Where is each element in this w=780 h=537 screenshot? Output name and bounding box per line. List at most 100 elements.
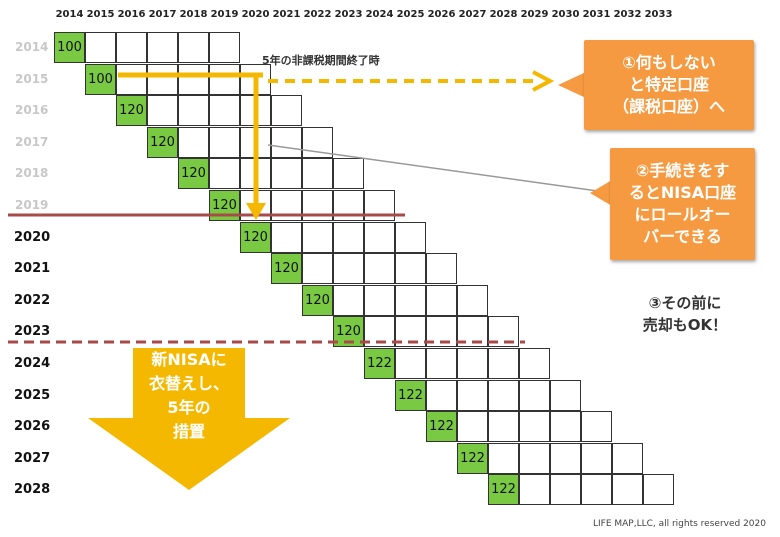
option2-line1: ②手続きをす [635,161,730,180]
holding-cell [612,474,643,506]
column-header: 2031 [582,9,611,20]
holding-cell [333,221,364,253]
column-header: 2017 [148,9,177,20]
holding-cell [426,253,457,285]
holding-cell [364,253,395,285]
investment-cell: 120 [147,126,178,158]
holding-cell [302,221,333,253]
holding-cell [426,379,457,411]
row-header: 2025 [14,387,51,403]
copyright-text: LIFE MAP,LLC, all rights reserved 2020 [592,519,766,529]
holding-cell [519,348,550,379]
column-header: 2020 [241,9,270,20]
option2-line2: るとNISA口座 [628,183,737,202]
holding-cell [209,32,240,63]
holding-cell [333,284,364,316]
row-header: 2015 [15,71,49,86]
row-header: 2022 [14,292,51,308]
option2-line4: バーできる [643,227,722,246]
column-header: 2015 [86,9,115,20]
holding-cell [178,32,209,63]
period-end-arrowhead [246,203,266,220]
holding-cell [457,379,488,411]
holding-cell [550,411,581,443]
investment-cell: 122 [488,474,519,506]
holding-cell [519,379,550,411]
holding-cell [147,95,178,127]
new-nisa-label: 新NISAに 衣替えし、 5年の 措置 [124,348,254,444]
holding-cell [333,253,364,285]
investment-cell: 120 [178,158,209,190]
holding-cell [333,158,364,190]
holding-cell [519,474,550,506]
callout1-pointer [558,72,586,98]
option3-note: ③その前に 売却もOK！ [620,292,750,336]
investment-cell: 120 [240,221,271,253]
holding-cell [271,158,302,190]
holding-cell [457,348,488,379]
column-header: 2016 [117,9,146,20]
investment-cell: 122 [364,348,395,379]
column-header: 2029 [520,9,549,20]
holding-cell [271,126,302,158]
investment-cell: 120 [302,284,333,316]
investment-cell: 122 [426,411,457,443]
holding-cell [426,284,457,316]
option2-connector-line [267,144,613,194]
column-header: 2026 [427,9,456,20]
investment-cell: 120 [271,253,302,285]
column-header: 2023 [334,9,363,20]
new-nisa-line1: 新NISAに [151,350,227,369]
holding-cell [581,474,612,506]
holding-cell [209,63,240,95]
column-header: 2025 [396,9,425,20]
holding-cell [488,442,519,474]
column-header: 2019 [210,9,239,20]
option2-callout: ②手続きをす るとNISA口座 にロールオー バーできる [610,148,755,260]
row-header: 2019 [15,198,49,212]
holding-cell [395,221,426,253]
holding-cell [550,474,581,506]
holding-cell [209,126,240,158]
holding-cell [550,379,581,411]
column-header: 2032 [613,9,642,20]
holding-cell [519,442,550,474]
column-header: 2030 [551,9,580,20]
investment-cell: 100 [54,32,85,63]
row-header: 2024 [14,356,51,371]
holding-cell [271,95,302,127]
row-header: 2020 [14,229,51,245]
holding-cell [457,411,488,443]
option1-line1: ①何もしない [622,53,716,72]
column-header: 2028 [489,9,518,20]
option2-line3: にロールオー [634,205,731,224]
investment-cell: 122 [457,442,488,474]
holding-cell [581,442,612,474]
holding-cell [488,348,519,379]
holding-cell [395,348,426,379]
option1-line3: （課税口座）へ [612,97,725,116]
row-header: 2018 [15,166,49,181]
column-header: 2021 [272,9,301,20]
holding-cell [488,411,519,443]
row-header: 2028 [14,482,51,498]
holding-cell [116,32,147,63]
investment-cell: 122 [395,379,426,411]
holding-cell [147,32,178,63]
holding-cell [426,348,457,379]
option3-line1: ③その前に [648,294,722,312]
holding-cell [302,253,333,285]
row-header: 2027 [14,450,51,466]
option3-line2: 売却もOK！ [642,316,728,334]
row-header: 2016 [15,103,49,118]
holding-cell [612,442,643,474]
holding-cell [302,158,333,190]
callout2-pointer [590,180,612,206]
row-header: 2017 [15,134,49,149]
holding-cell [147,63,178,95]
column-header: 2033 [644,9,673,20]
new-nisa-big-arrow [88,348,290,490]
column-header: 2022 [303,9,332,20]
